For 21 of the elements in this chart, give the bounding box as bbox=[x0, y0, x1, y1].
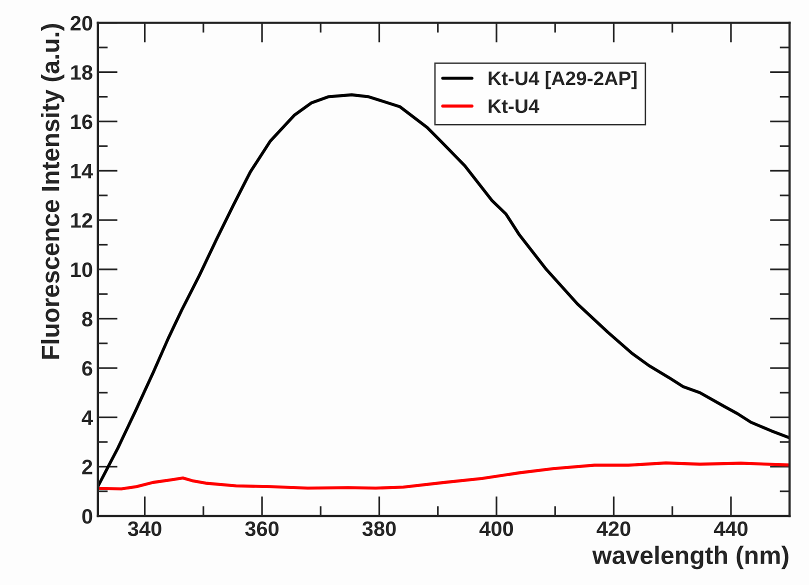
x-tick-label: 440 bbox=[714, 521, 748, 536]
legend-label: Kt-U4 bbox=[488, 100, 540, 114]
x-tick-label: 420 bbox=[596, 521, 630, 536]
y-tick-label: 2 bbox=[82, 460, 92, 474]
y-tick-label: 16 bbox=[71, 114, 92, 130]
y-tick-label: 4 bbox=[82, 410, 93, 425]
y-tick-label: 14 bbox=[71, 164, 93, 178]
x-tick-label: 380 bbox=[362, 521, 396, 536]
y-tick-label: 18 bbox=[71, 65, 92, 80]
x-tick-label: 340 bbox=[128, 521, 162, 536]
y-axis-title: Fluorescence Intensity (a.u.) bbox=[40, 24, 64, 359]
y-tick-label: 8 bbox=[82, 312, 92, 326]
y-tick-label: 12 bbox=[71, 213, 92, 228]
x-axis-title: wavelength (nm) bbox=[592, 546, 788, 570]
y-tick-label: 10 bbox=[71, 262, 92, 278]
y-tick-label: 20 bbox=[70, 16, 92, 31]
y-tick-label: 0 bbox=[82, 508, 92, 524]
x-tick-label: 400 bbox=[479, 521, 514, 536]
y-tick-label: 6 bbox=[82, 361, 92, 376]
legend-label: Kt-U4 [A29-2AP] bbox=[488, 70, 637, 90]
x-tick-label: 360 bbox=[245, 521, 279, 536]
